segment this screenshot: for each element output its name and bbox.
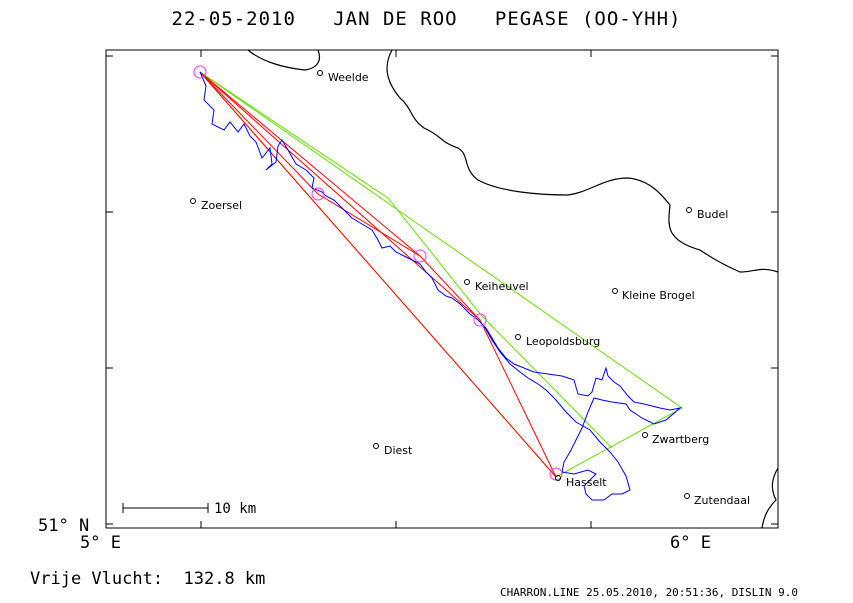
- frame-ticks: [106, 50, 778, 528]
- lat-label: 51° N: [38, 516, 89, 536]
- city-budel: Budel: [697, 208, 728, 221]
- city-weelde: Weelde: [328, 71, 369, 84]
- city-marker-budel: [686, 207, 692, 213]
- scale-bar: [122, 503, 209, 513]
- city-marker-zutendaal: [684, 493, 690, 499]
- city-marker-kleine-brogel: [612, 288, 618, 294]
- turnpoint-1: [311, 187, 325, 201]
- city-leopoldsburg: Leopoldsburg: [526, 335, 600, 348]
- flight-distance: Vrije Vlucht: 132.8 km: [30, 569, 266, 589]
- city-hasselt: Hasselt: [566, 476, 607, 489]
- scale-bar-label: 10 km: [214, 501, 256, 517]
- turnpoint-start: [193, 65, 207, 79]
- city-marker-leopoldsburg: [515, 334, 521, 340]
- lon-label-5e: 5° E: [80, 533, 121, 553]
- city-zwartberg: Zwartberg: [652, 433, 709, 446]
- turnpoint-2: [413, 249, 427, 263]
- city-zutendaal: Zutendaal: [694, 494, 750, 507]
- flight-track: [199, 71, 682, 501]
- footer-info: CHARRON.LINE 25.05.2010, 20:51:36, DISLI…: [500, 586, 799, 599]
- city-marker-weelde: [317, 70, 323, 76]
- city-marker-zoersel: [190, 198, 196, 204]
- city-keiheuvel: Keiheuvel: [475, 280, 529, 293]
- task-legs: [199, 71, 557, 478]
- turnpoint-3: [473, 313, 487, 327]
- lon-label-6e: 6° E: [670, 533, 711, 553]
- turnpoints: [193, 65, 563, 481]
- city-diest: Diest: [384, 444, 413, 457]
- city-marker-zwartberg: [642, 432, 648, 438]
- map-title: 22-05-2010 JAN DE ROO PEGASE (OO-YHH): [171, 8, 682, 30]
- cities: Weelde Zoersel Budel Keiheuvel Kleine Br…: [190, 70, 750, 507]
- city-kleine-brogel: Kleine Brogel: [622, 289, 695, 302]
- country-border: [247, 49, 779, 529]
- city-zoersel: Zoersel: [201, 199, 242, 212]
- map-frame: [105, 49, 779, 529]
- city-marker-hasselt: [555, 475, 561, 481]
- city-marker-diest: [373, 443, 379, 449]
- city-marker-keiheuvel: [464, 279, 470, 285]
